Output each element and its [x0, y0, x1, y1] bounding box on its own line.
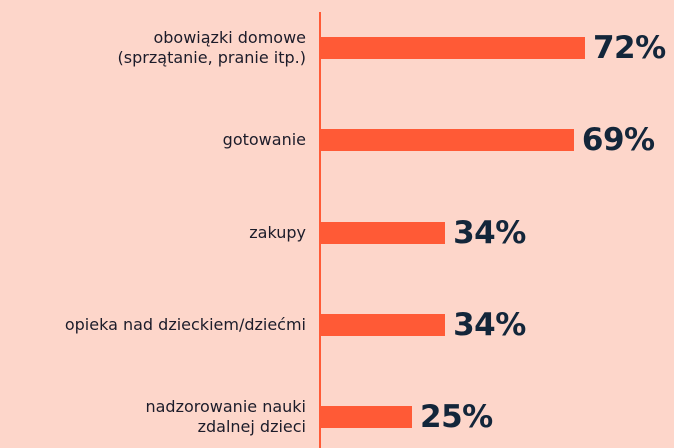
- bar: [320, 221, 446, 244]
- category-label: zakupy: [249, 222, 306, 242]
- bar: [320, 313, 446, 336]
- value-label: 34%: [453, 214, 526, 251]
- value-label: 34%: [453, 306, 526, 343]
- bar: [320, 406, 412, 429]
- value-label: 72%: [592, 30, 666, 66]
- category-label: opieka nad dzieckiem/dziećmi: [64, 314, 306, 334]
- value-label: 25%: [420, 399, 493, 436]
- category-label: obowiązki domowe (sprzątanie, pranie itp…: [117, 28, 306, 67]
- bar: [320, 37, 585, 59]
- category-label: nadzorowanie nauki zdalnej dzieci: [145, 397, 306, 437]
- bar: [320, 129, 574, 152]
- value-label: 69%: [581, 122, 655, 159]
- category-label: gotowanie: [222, 130, 306, 150]
